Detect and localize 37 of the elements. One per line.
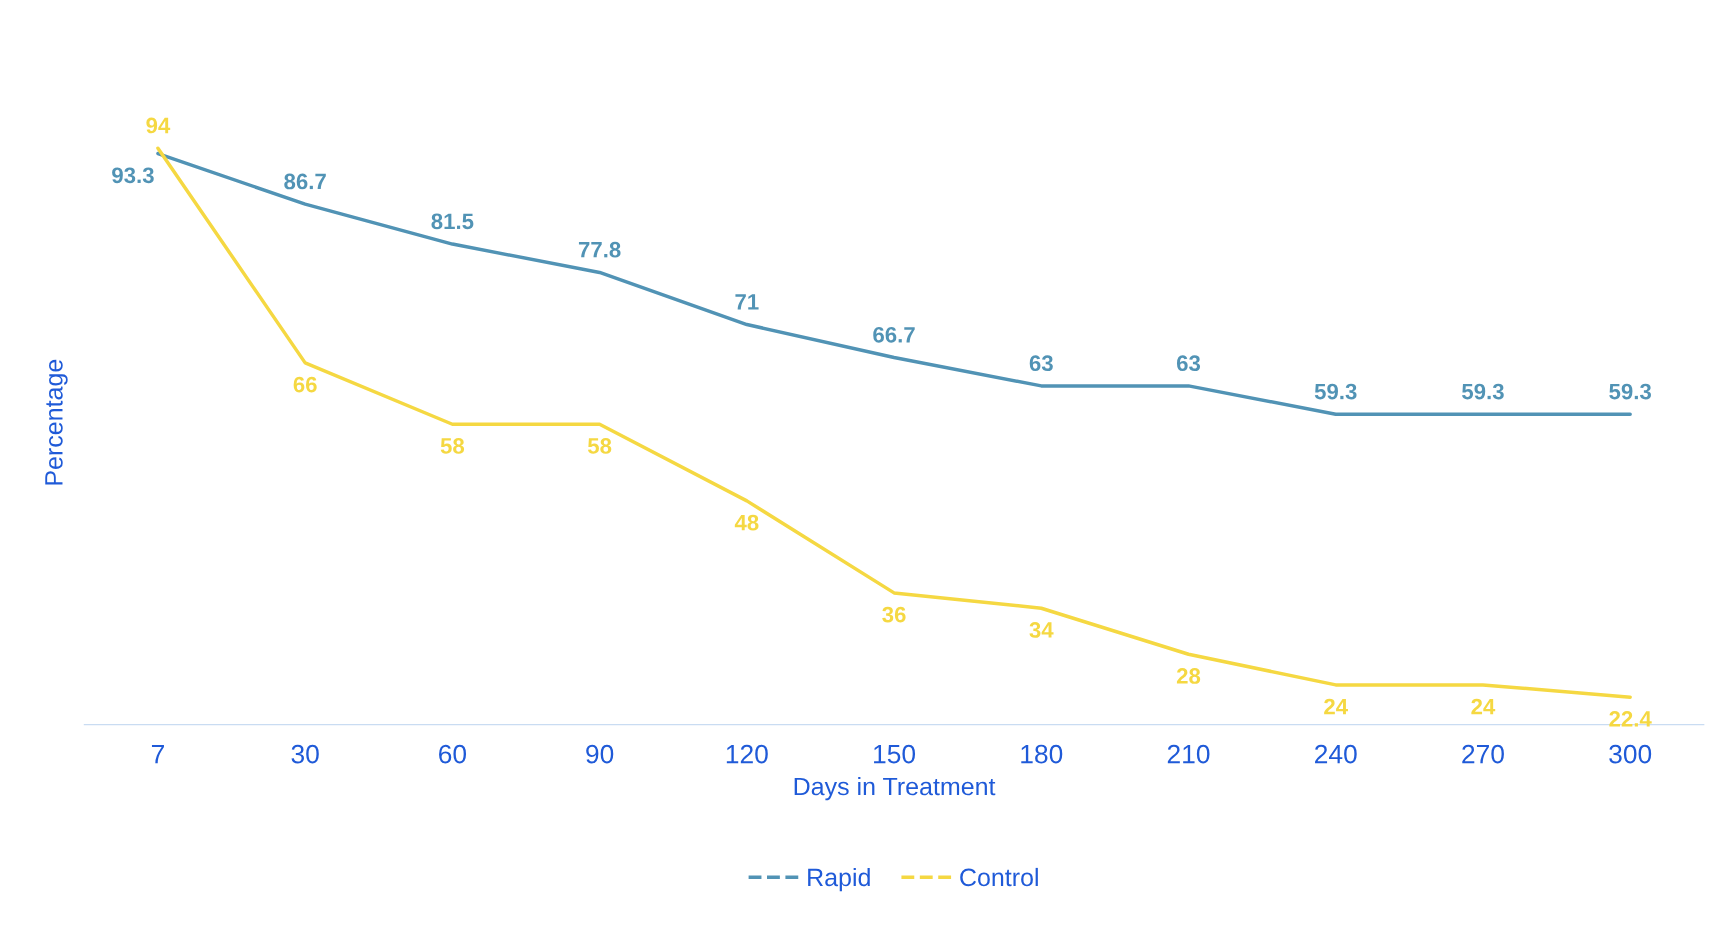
data-label: 93.3 [112,167,154,184]
data-label: 34 [1029,622,1054,638]
y-axis-title: Percentage [45,359,68,485]
data-label: 63 [1029,355,1053,372]
data-label: 66 [293,376,317,393]
data-label: 36 [882,606,906,623]
x-axis-title: Days in Treatment [794,777,996,801]
data-label: 77.8 [578,241,621,258]
data-label: 81.5 [431,213,474,230]
x-tick-label: 60 [439,744,467,764]
x-tick-label: 270 [1462,744,1504,764]
data-label: 48 [734,514,759,531]
data-label: 63 [1176,355,1201,372]
data-label: 86.7 [284,173,326,190]
x-tick-label: 30 [291,744,319,764]
legend-label: Rapid [808,867,870,892]
data-label: 22.4 [1609,711,1652,727]
data-label: 58 [587,438,612,454]
data-label: 71 [735,294,759,310]
x-tick-label: 300 [1609,744,1652,764]
x-tick-label: 240 [1315,744,1357,764]
legend-label: Control [960,867,1038,887]
x-tick-label: 180 [1021,744,1063,764]
x-tick-label: 120 [726,744,768,764]
data-label: 59.3 [1462,383,1504,400]
x-tick-label: 90 [586,744,614,764]
x-tick-label: 150 [874,744,916,764]
data-label: 58 [440,438,465,454]
data-label: 59.3 [1609,383,1651,400]
data-label: 28 [1176,668,1201,684]
data-label: 24 [1324,698,1348,715]
data-label: 66.7 [873,326,915,343]
data-label: 24 [1471,698,1496,715]
x-tick-label: 210 [1167,744,1210,764]
x-tick-label: 7 [151,745,164,764]
data-label: 59.3 [1314,383,1357,400]
data-label: 94 [146,117,171,134]
